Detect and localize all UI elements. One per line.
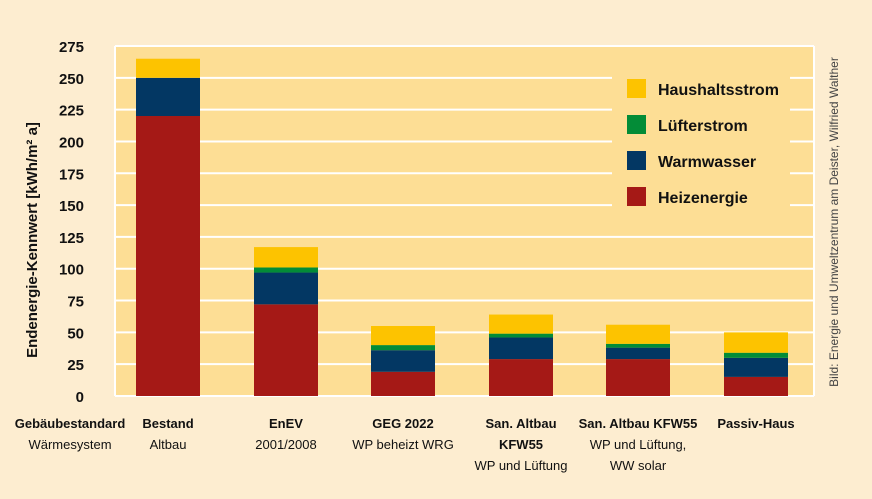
legend-label: Lüfterstrom [658,118,748,135]
bar-segment-warmwasser [724,357,788,377]
x-category-label: Bestand [142,416,193,431]
bar-segment-warmwasser [489,337,553,360]
y-tick-label: 225 [59,103,84,120]
x-category-label: KFW55 [499,437,543,452]
bar-segment-lüfterstrom [724,352,788,358]
bar-segment-haushaltsstrom [136,58,200,78]
bar-segment-warmwasser [136,77,200,116]
bar-segment-haushaltsstrom [371,326,435,346]
legend-swatch [627,187,646,206]
x-category-label: WW solar [610,458,667,473]
bar-segment-lüfterstrom [371,345,435,351]
y-tick-label: 100 [59,262,84,279]
legend-label: Heizenergie [658,190,748,207]
bar-segment-heizenergie [724,376,788,396]
x-category-label: San. Altbau KFW55 [579,416,698,431]
y-tick-label: 75 [67,294,84,311]
x-category-label: WP und Lüftung [475,458,568,473]
x-category-label: EnEV [269,416,303,431]
credit-text: Bild: Energie und Umweltzentrum am Deist… [827,57,841,387]
y-tick-label: 150 [59,198,84,215]
row-header-line1: Gebäubestandard [15,416,126,431]
legend-swatch [627,115,646,134]
bar-segment-lüfterstrom [254,267,318,273]
x-category-label: San. Altbau [485,416,556,431]
legend-label: Haushaltsstrom [658,82,779,99]
bar-segment-warmwasser [254,272,318,305]
bar-segment-heizenergie [606,359,670,396]
x-category-label: GEG 2022 [372,416,433,431]
legend-swatch [627,151,646,170]
x-category-label: 2001/2008 [255,437,316,452]
bar-segment-heizenergie [136,116,200,396]
legend-swatch [627,79,646,98]
y-tick-label: 200 [59,134,84,151]
x-category-label: WP beheizt WRG [352,437,454,452]
bar-segment-haushaltsstrom [606,324,670,344]
bar-segment-haushaltsstrom [724,332,788,353]
y-tick-label: 0 [76,389,84,406]
bar-segment-haushaltsstrom [489,314,553,334]
y-tick-label: 250 [59,71,84,88]
bar-segment-warmwasser [371,350,435,372]
bar-segment-haushaltsstrom [254,247,318,268]
bar-segment-heizenergie [489,359,553,396]
x-category-label: WP und Lüftung, [590,437,687,452]
y-tick-label: 175 [59,166,84,183]
row-header-line2: Wärmesystem [28,437,111,452]
legend-label: Warmwasser [658,154,756,171]
x-category-label: Altbau [150,437,187,452]
x-category-label: Passiv-Haus [717,416,794,431]
y-tick-label: 25 [67,357,84,374]
bar-segment-heizenergie [371,371,435,396]
bar-segment-warmwasser [606,347,670,360]
y-tick-label: 50 [67,325,84,342]
y-axis-label: Endenergie-Kennwert [kWh/m² a] [24,122,41,358]
bar-segment-lüfterstrom [606,343,670,348]
y-tick-label: 275 [59,39,84,56]
bar-segment-heizenergie [254,304,318,396]
bar-segment-lüfterstrom [489,333,553,338]
y-tick-label: 125 [59,230,84,247]
